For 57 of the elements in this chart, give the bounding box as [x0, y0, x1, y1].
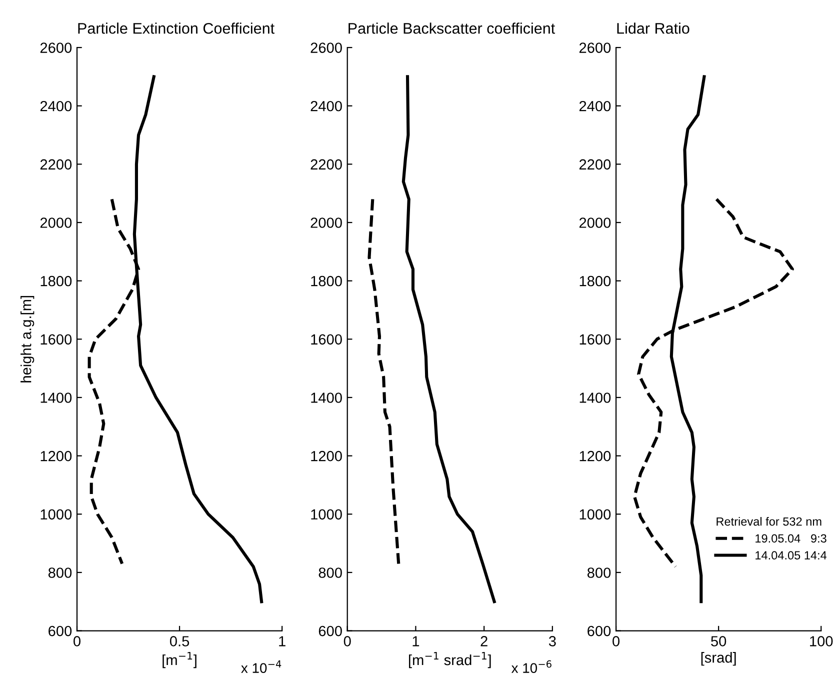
y-tick-label: 1600 [311, 334, 342, 345]
x-axis-title: [srad] [701, 652, 736, 666]
y-tick-label: 1200 [311, 450, 342, 462]
y-tick-label: 2400 [579, 100, 611, 112]
chart-title: Particle Extinction Coefficient [78, 22, 274, 34]
y-tick-label: 2400 [40, 100, 72, 112]
y-tick-label: 1800 [580, 276, 611, 286]
y-tick-label: 1200 [40, 450, 72, 462]
y-tick-label: 800 [587, 568, 611, 578]
legend-title: Retrieval for 532 nm [716, 517, 822, 526]
text: x 10$^{−4}$ [241, 660, 282, 673]
x-tick-label: 0 [612, 636, 620, 646]
y-tick-label: 1800 [40, 276, 72, 286]
y-tick-label: 1600 [580, 334, 611, 345]
y-tick-label: 1000 [580, 509, 611, 520]
y-tick-label: 1400 [40, 392, 72, 403]
x-tick-label: 1 [412, 636, 420, 646]
x-tick-label: 0.5 [170, 636, 190, 646]
x-tick-label: 3 [548, 636, 556, 646]
y-tick-label: 1400 [311, 392, 342, 403]
x-tick-label: 0 [74, 636, 80, 646]
line-series [368, 198, 400, 566]
y-tick-label: 2400 [310, 100, 342, 112]
y-tick-label: 800 [318, 568, 342, 578]
x-tick-label: 0 [344, 636, 351, 646]
x-tick-label: 1 [279, 636, 286, 646]
y-tick-label: 1800 [311, 276, 342, 286]
chart-title: Lidar Ratio [617, 22, 690, 34]
y-tick-label: 600 [48, 626, 72, 636]
y-tick-label: 2200 [579, 159, 611, 170]
y-tick-label: 2000 [579, 218, 611, 228]
y-tick-label: 2600 [579, 42, 611, 53]
x-tick-label: 2 [480, 636, 488, 646]
y-tick-label: 800 [48, 568, 72, 578]
y-tick-label: 2200 [40, 159, 72, 170]
legend-label: 19.05.04 9:3 [756, 534, 826, 543]
y-tick-label: 2600 [40, 42, 72, 53]
x-axis-title: [m$^{−1}$ srad$^{−1}$] [409, 652, 491, 668]
y-tick-label: 1200 [580, 450, 611, 462]
x-tick-label: 100 [810, 636, 833, 646]
chart-title: Particle Backscatter coefficient [348, 22, 556, 34]
legend-label: 14.04.05 14:4 [756, 551, 827, 560]
y-tick-label: 2000 [40, 218, 72, 228]
y-tick-label: 2000 [310, 218, 342, 228]
x-tick-label: 50 [711, 636, 726, 646]
x-axis-title: [m$^{−1}$] [162, 652, 196, 668]
y-tick-label: 600 [588, 626, 611, 636]
y-tick-label: 2600 [310, 42, 342, 53]
y-tick-label: 1600 [40, 334, 72, 345]
line-series [402, 75, 496, 604]
text: x 10$^{−6}$ [511, 660, 552, 673]
y-tick-label: 1000 [40, 509, 72, 520]
y-tick-label: 1400 [580, 392, 611, 403]
y-tick-label: 600 [318, 626, 342, 636]
y-tick-label: 2200 [310, 159, 342, 170]
y-tick-label: 1000 [311, 509, 342, 520]
y-axis-title: height a.g.[m] [20, 296, 34, 382]
